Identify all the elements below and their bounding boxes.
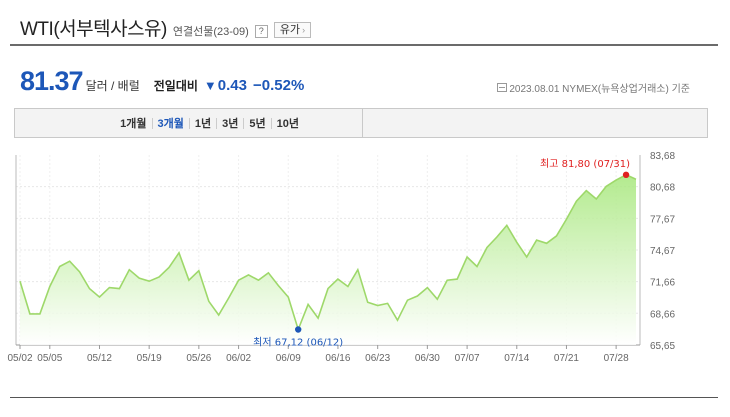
price-line: [19, 173, 637, 332]
oil-button-label: 유가: [279, 24, 301, 36]
price-row: 81.37 달러 / 배럴 전일대비 ▼ 0.43 −0.52%: [20, 66, 305, 96]
tab-3year[interactable]: 3년: [222, 118, 239, 130]
y-tick-label: 83,68: [650, 151, 675, 162]
tab-separator: [270, 117, 272, 129]
x-tick-label: 06/02: [226, 353, 251, 364]
max-price-label: 최고 81,80 (07/31): [540, 158, 630, 170]
price-unit: 달러 / 배럴: [85, 79, 140, 93]
y-tick-label: 77,67: [650, 214, 675, 225]
period-selector: 1개월 3개월 1년 3년 5년 10년: [14, 108, 708, 138]
y-tick-label: 80,68: [650, 183, 675, 194]
y-tick-label: 74,67: [650, 246, 675, 257]
x-tick-label: 05/19: [137, 353, 162, 364]
calendar-icon: [497, 83, 508, 92]
tab-separator: [243, 117, 245, 129]
y-tick-label: 65,65: [650, 341, 675, 352]
header-divider: [10, 44, 718, 46]
x-tick-label: 06/09: [276, 353, 301, 364]
x-tick-label: 05/05: [37, 353, 62, 364]
tab-1month[interactable]: 1개월: [120, 118, 147, 130]
max-price-marker: [622, 171, 630, 179]
tab-separator: [188, 117, 190, 129]
current-price: 81.37: [20, 66, 84, 96]
title-row: WTI(서부텍사스유) 연결선물(23-09) ? 유가 ›: [20, 14, 312, 40]
x-tick-label: 07/21: [554, 353, 579, 364]
tab-1year[interactable]: 1년: [194, 118, 212, 130]
x-tick-label: 05/12: [87, 353, 112, 364]
chevron-right-icon: ›: [302, 25, 306, 35]
x-tick-label: 07/14: [504, 353, 529, 364]
y-tick-label: 68,66: [650, 309, 675, 320]
page-title: WTI(서부텍사스유): [20, 19, 167, 40]
x-tick-label: 05/02: [7, 353, 32, 364]
x-tick-label: 07/28: [604, 353, 629, 364]
source-info: 2023.08.01 NYMEX(뉴욕상업거래소) 기준: [497, 80, 690, 95]
change-percent: −0.52%: [253, 77, 305, 94]
help-icon[interactable]: ?: [254, 25, 268, 38]
tab-separator: [151, 117, 153, 129]
x-tick-label: 06/30: [415, 353, 440, 364]
period-tabs: 1개월 3개월 1년 3년 5년 10년: [15, 109, 363, 137]
contract-subtitle: 연결선물(23-09): [172, 26, 249, 38]
down-arrow-icon: ▼: [203, 78, 217, 93]
x-tick-label: 06/16: [325, 353, 350, 364]
footer-divider: [10, 397, 718, 398]
source-text: 2023.08.01 NYMEX(뉴욕상업거래소) 기준: [509, 84, 690, 95]
price-chart: 83,68 80,68 77,67 74,67 71,66 68,66 65,65 05/02…: [7, 151, 675, 364]
x-tick-label: 07/07: [455, 353, 480, 364]
oil-category-button[interactable]: 유가 ›: [273, 22, 312, 38]
x-tick-label: 05/26: [186, 353, 211, 364]
change-label: 전일대비: [153, 79, 198, 93]
tab-separator: [216, 117, 218, 129]
min-price-marker: [294, 326, 302, 333]
x-tick-label: 06/23: [365, 353, 390, 364]
tab-3month[interactable]: 3개월: [157, 118, 184, 130]
change-value: 0.43: [217, 77, 247, 94]
y-tick-label: 71,66: [650, 278, 675, 289]
tab-5year[interactable]: 5년: [249, 118, 266, 130]
price-area: [20, 174, 636, 345]
min-price-label: 최저 67,12 (06/12): [253, 337, 343, 349]
tab-10year[interactable]: 10년: [276, 118, 299, 130]
